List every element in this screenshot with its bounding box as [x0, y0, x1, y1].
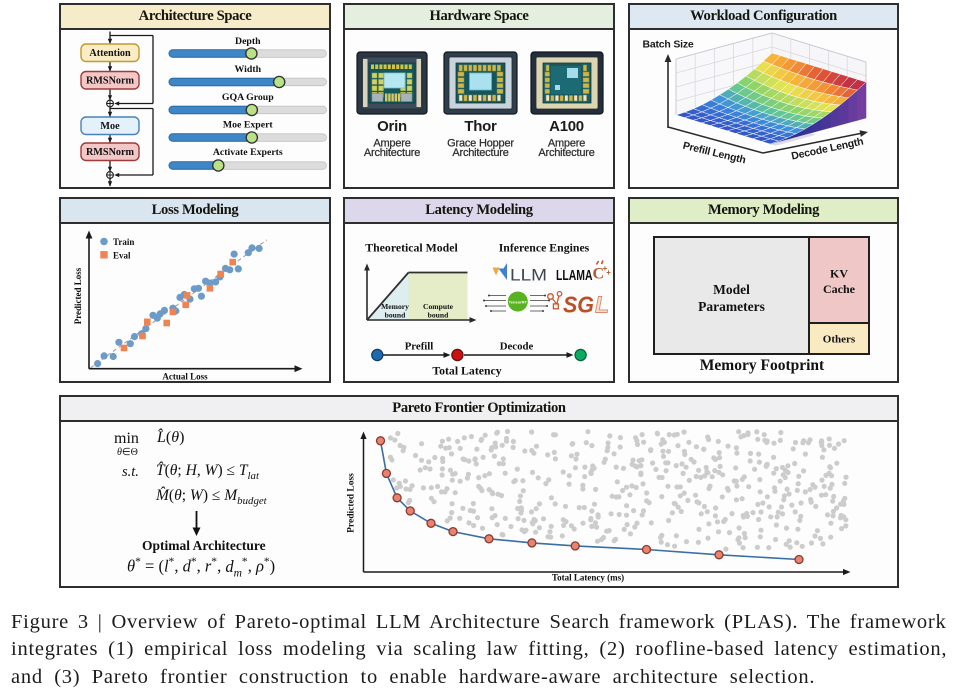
svg-text:Moe Expert: Moe Expert [223, 120, 274, 131]
svg-text:Orin: Orin [377, 118, 407, 135]
svg-text:RMSNorm: RMSNorm [86, 147, 135, 158]
svg-text:RMSNorm: RMSNorm [86, 76, 135, 87]
svg-text:Architecture: Architecture [538, 147, 594, 159]
svg-text:SG: SG [563, 292, 594, 318]
svg-text:Predicted Loss: Predicted Loss [73, 267, 83, 324]
svg-text:Total Latency (ms): Total Latency (ms) [552, 573, 624, 583]
svg-text:Memory: Memory [381, 302, 409, 311]
svg-text:Inference Engines: Inference Engines [499, 241, 590, 255]
svg-text:Moe: Moe [100, 121, 120, 132]
svg-text:Attention: Attention [89, 48, 131, 59]
svg-text:Prefill Length: Prefill Length [682, 140, 747, 167]
svg-text:Others: Others [823, 334, 856, 346]
svg-text:bound: bound [428, 311, 449, 320]
svg-text:KV: KV [830, 267, 848, 281]
svg-text:Grace Hopper: Grace Hopper [447, 138, 514, 150]
svg-text:Depth: Depth [235, 36, 261, 47]
svg-text:Theoretical Model: Theoretical Model [365, 241, 458, 255]
svg-text:Train: Train [113, 237, 134, 247]
svg-text:Ampere: Ampere [373, 138, 410, 150]
svg-text:Thor: Thor [464, 118, 497, 135]
svg-text:Model: Model [713, 282, 750, 297]
svg-text:Width: Width [235, 64, 262, 75]
svg-text:Parameters: Parameters [698, 299, 765, 314]
svg-text:A100: A100 [549, 118, 584, 135]
svg-text:TensorRT: TensorRT [509, 299, 528, 304]
svg-text:Prefill: Prefill [405, 341, 434, 353]
svg-text:Cache: Cache [823, 282, 856, 296]
svg-text:C: C [593, 266, 605, 283]
svg-text:Architecture: Architecture [364, 147, 420, 159]
svg-text:bound: bound [385, 311, 406, 320]
svg-text:GQA Group: GQA Group [222, 92, 274, 103]
svg-text:+: + [603, 264, 608, 273]
svg-text:LLM: LLM [510, 267, 547, 285]
svg-text:Eval: Eval [113, 251, 131, 261]
svg-text:L: L [595, 292, 609, 318]
svg-text:Compute: Compute [423, 302, 454, 311]
svg-text:Decode: Decode [500, 341, 534, 353]
svg-text:Batch Size: Batch Size [642, 39, 693, 51]
svg-text:+: + [606, 268, 611, 277]
svg-text:Activate Experts: Activate Experts [213, 147, 283, 158]
svg-text:Memory Footprint: Memory Footprint [700, 357, 825, 374]
svg-text:Ampere: Ampere [548, 138, 585, 150]
svg-text:Total Latency: Total Latency [432, 364, 501, 378]
svg-text:Predicted Loss: Predicted Loss [347, 473, 357, 533]
svg-text:Actual Loss: Actual Loss [162, 372, 208, 382]
svg-text:LLAMA: LLAMA [556, 268, 593, 284]
svg-text:Architecture: Architecture [452, 147, 508, 159]
